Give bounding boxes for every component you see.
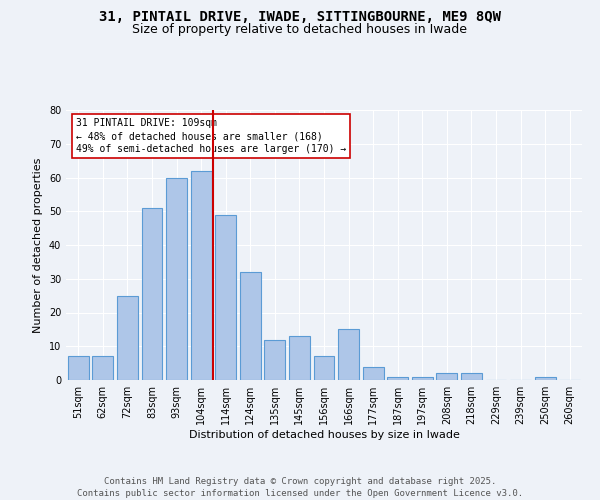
Bar [265, 340, 286, 380]
Bar [289, 336, 310, 380]
Bar [215, 214, 236, 380]
Bar [142, 208, 163, 380]
Bar [166, 178, 187, 380]
Text: 31, PINTAIL DRIVE, IWADE, SITTINGBOURNE, ME9 8QW: 31, PINTAIL DRIVE, IWADE, SITTINGBOURNE,… [99, 10, 501, 24]
Bar [314, 356, 334, 380]
Bar [92, 356, 113, 380]
X-axis label: Distribution of detached houses by size in Iwade: Distribution of detached houses by size … [188, 430, 460, 440]
Text: 31 PINTAIL DRIVE: 109sqm
← 48% of detached houses are smaller (168)
49% of semi-: 31 PINTAIL DRIVE: 109sqm ← 48% of detach… [76, 118, 347, 154]
Y-axis label: Number of detached properties: Number of detached properties [33, 158, 43, 332]
Bar [436, 373, 457, 380]
Bar [191, 171, 212, 380]
Bar [461, 373, 482, 380]
Bar [68, 356, 89, 380]
Bar [535, 376, 556, 380]
Bar [338, 330, 359, 380]
Text: Size of property relative to detached houses in Iwade: Size of property relative to detached ho… [133, 22, 467, 36]
Bar [387, 376, 408, 380]
Bar [240, 272, 261, 380]
Bar [412, 376, 433, 380]
Bar [117, 296, 138, 380]
Text: Contains HM Land Registry data © Crown copyright and database right 2025.
Contai: Contains HM Land Registry data © Crown c… [77, 476, 523, 498]
Bar [362, 366, 383, 380]
